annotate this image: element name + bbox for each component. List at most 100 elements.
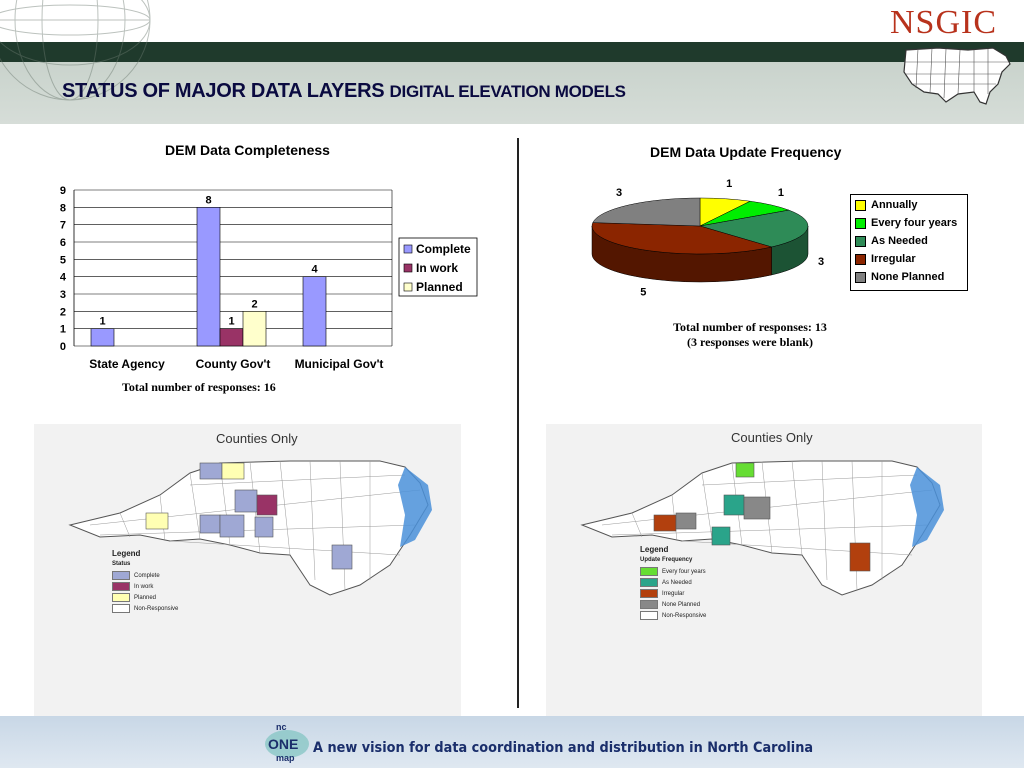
pie-data-label: 5: [640, 286, 646, 298]
logo-map: map: [276, 753, 295, 763]
y-tick-label: 9: [60, 185, 66, 197]
y-tick-label: 0: [60, 341, 66, 353]
bar-chart-note: Total number of responses: 16: [122, 380, 276, 394]
legend-label: In work: [134, 583, 154, 590]
pie-legend-item: None Planned: [851, 268, 967, 286]
pie-legend-item: As Needed: [851, 232, 967, 250]
map-legend-item: As Needed: [640, 577, 706, 588]
legend-swatch: [112, 571, 130, 580]
legend-label: Irregular: [662, 590, 685, 597]
legend-label: Complete: [416, 242, 471, 256]
x-category-label: State Agency: [89, 357, 165, 371]
pie-data-label: 1: [778, 187, 784, 199]
left-map-legend: Legend Status Complete In work Planned Non-…: [112, 549, 178, 614]
map-legend-item: None Planned: [640, 599, 706, 610]
divider: [517, 138, 519, 708]
legend-label: In work: [416, 261, 458, 275]
pie-data-label: 3: [616, 187, 622, 199]
legend-label: Every four years: [662, 568, 706, 575]
left-map-title: Counties Only: [216, 431, 298, 446]
legend-label: Irregular: [871, 253, 916, 265]
pie-slice: [699, 209, 809, 248]
legend-swatch: [640, 611, 658, 620]
pie-slice: [591, 222, 773, 255]
legend-swatch: [112, 604, 130, 613]
map-legend-item: In work: [112, 581, 178, 592]
bar: [242, 311, 267, 347]
legend-label: As Needed: [662, 579, 692, 586]
pie-data-label: 3: [818, 256, 824, 268]
y-tick-label: 3: [60, 289, 66, 301]
right-legend-title: Legend: [640, 545, 669, 554]
header-band: [0, 42, 1024, 62]
data-label: 8: [205, 194, 211, 206]
legend-swatch: [855, 235, 866, 247]
bar: [196, 207, 221, 347]
map-legend-item: Non-Responsive: [112, 603, 178, 614]
legend-swatch: [855, 253, 866, 265]
legend-swatch: [112, 593, 130, 602]
nc-map-right: [580, 460, 944, 596]
us-map-icon: [903, 47, 1011, 105]
footer-tagline: A new vision for data coordination and d…: [313, 740, 814, 756]
legend-swatch: [640, 589, 658, 598]
legend-swatch: [640, 578, 658, 587]
nc-map-left: [68, 460, 432, 596]
nsgic-logo: NSGIC: [890, 4, 998, 41]
bar: [90, 328, 115, 347]
y-tick-label: 1: [60, 324, 66, 336]
map-legend-item: Irregular: [640, 588, 706, 599]
title-sub: DIGITAL ELEVATION MODELS: [389, 82, 626, 101]
pie-legend-item: Irregular: [851, 250, 967, 268]
pie-data-label: 1: [726, 178, 732, 190]
legend-swatch: [403, 244, 413, 254]
page-title: STATUS OF MAJOR DATA LAYERS DIGITAL ELEV…: [62, 80, 626, 103]
data-label: 1: [99, 316, 105, 328]
legend-label: Annually: [871, 199, 918, 211]
title-main: STATUS OF MAJOR DATA LAYERS: [62, 80, 385, 102]
pie-note-line2: (3 responses were blank): [687, 335, 813, 349]
y-tick-label: 6: [60, 237, 66, 249]
right-legend-subtitle: Update Frequency: [640, 557, 693, 563]
y-tick-label: 4: [60, 272, 67, 284]
pie-note: Total number of responses: 13 (3 respons…: [640, 320, 860, 350]
legend-label: Complete: [134, 572, 160, 579]
legend-label: None Planned: [662, 601, 701, 608]
y-tick-label: 7: [60, 220, 66, 232]
legend-swatch: [403, 263, 413, 273]
pie-note-line1: Total number of responses: 13: [673, 320, 827, 334]
pie-chart-title: DEM Data Update Frequency: [650, 144, 842, 160]
legend-swatch: [855, 271, 866, 283]
y-tick-label: 5: [60, 254, 66, 266]
right-map-title: Counties Only: [731, 430, 813, 445]
header-top: [0, 0, 1024, 42]
map-legend-item: Non-Responsive: [640, 610, 706, 621]
header-gray: [0, 62, 1024, 124]
logo-one: ONE: [268, 736, 298, 752]
x-category-label: Municipal Gov't: [295, 357, 384, 371]
bar-legend: Complete In work Planned: [398, 237, 478, 297]
left-legend-title: Legend: [112, 549, 141, 558]
legend-label: None Planned: [871, 271, 945, 283]
legend-label: Non-Responsive: [134, 605, 179, 612]
legend-swatch: [112, 582, 130, 591]
bar: [302, 276, 327, 347]
legend-swatch: [640, 600, 658, 609]
pie-legend-item: Every four years: [851, 214, 967, 232]
pie-legend-item: Annually: [851, 196, 967, 214]
map-legend-item: Every four years: [640, 566, 706, 577]
legend-label: Planned: [416, 280, 463, 294]
y-tick-label: 2: [60, 306, 66, 318]
right-map-legend: Legend Update Frequency Every four years…: [640, 545, 706, 621]
legend-label: Every four years: [871, 217, 958, 229]
logo-nc: nc: [276, 722, 287, 732]
globe-graphic: [0, 0, 151, 101]
legend-swatch: [855, 217, 866, 229]
x-category-label: County Gov't: [196, 357, 271, 371]
map-legend-item: Complete: [112, 570, 178, 581]
y-tick-label: 8: [60, 202, 66, 214]
map-legend-item: Planned: [112, 592, 178, 603]
left-legend-subtitle: Status: [112, 561, 131, 567]
legend-label: Non-Responsive: [662, 612, 707, 619]
pie-slice: [592, 197, 701, 227]
